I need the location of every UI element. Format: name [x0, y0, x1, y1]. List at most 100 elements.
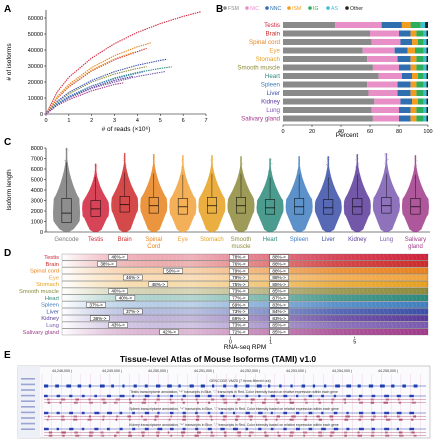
hatch-tick	[354, 302, 357, 308]
hatch-tick	[257, 308, 259, 315]
hatch-tick	[370, 302, 373, 308]
hatch-tick	[387, 281, 389, 287]
hatch-tick	[322, 308, 324, 315]
stacked-bar-segment	[426, 39, 428, 45]
hatch-tick	[61, 315, 64, 321]
hatch-tick	[216, 288, 218, 294]
exon-block	[119, 427, 123, 431]
hatch-tick	[143, 308, 145, 315]
exon-block	[384, 427, 390, 431]
exon-block	[61, 418, 65, 421]
outlier-dot	[209, 158, 211, 160]
outlier-dot	[297, 189, 299, 191]
exon-block	[245, 427, 249, 431]
outlier-dot	[93, 171, 95, 173]
outlier-dot	[68, 149, 69, 151]
hatch-tick	[379, 288, 381, 294]
exon-block	[333, 427, 339, 431]
stacked-bar-segment	[426, 64, 428, 71]
hatch-tick	[82, 295, 84, 301]
hatch-tick	[114, 329, 117, 335]
hatch-tick	[383, 329, 385, 335]
hatch-tick	[147, 315, 149, 321]
hatch-tick	[350, 329, 353, 335]
hatch-tick	[334, 288, 336, 294]
hatch-tick	[338, 302, 340, 308]
outlier-dot	[182, 156, 184, 158]
row-frame	[61, 294, 429, 302]
outlier-dot	[387, 170, 388, 172]
stacked-bar-segment	[367, 56, 398, 62]
tissue-label: Brain	[45, 262, 59, 268]
hatch-tick	[212, 322, 214, 328]
hatch-tick	[354, 322, 357, 328]
exon-block	[88, 401, 94, 404]
exon-block	[237, 398, 241, 401]
exon-block	[248, 434, 252, 437]
tissue-label: Stomach	[200, 237, 224, 243]
threshold-label: 79%->	[232, 275, 246, 280]
hatch-tick	[350, 254, 353, 260]
stacked-bar-segment	[420, 22, 426, 28]
hatch-tick	[82, 315, 84, 321]
hatch-tick	[423, 288, 426, 294]
hatch-tick	[204, 329, 206, 335]
hatch-tick	[171, 274, 174, 281]
genome-coordinate: 44,252,000 |	[240, 369, 260, 373]
hatch-tick	[143, 295, 145, 301]
outlier-dot	[241, 185, 243, 187]
exon-block	[290, 384, 293, 388]
exon-block	[169, 401, 175, 404]
hatch-tick	[322, 281, 324, 287]
hatch-tick	[354, 308, 357, 315]
stacked-bar-segment	[371, 39, 401, 45]
row-frame	[61, 281, 429, 288]
hatch-tick	[354, 281, 357, 287]
hatch-tick	[362, 329, 365, 335]
hatch-tick	[354, 288, 357, 294]
hatch-tick	[94, 268, 96, 274]
hatch-tick	[187, 295, 190, 301]
outlier-dot	[329, 157, 330, 159]
outlier-dot	[267, 173, 269, 175]
track-name-label	[21, 378, 35, 380]
threshold-label: 48%->	[152, 282, 166, 287]
hatch-tick	[191, 315, 194, 321]
exon-block	[346, 427, 350, 431]
exon-block	[69, 427, 74, 431]
exon-block	[391, 384, 395, 388]
exon-block	[335, 384, 340, 388]
exon-block	[329, 415, 334, 418]
threshold-label: 75%->	[232, 282, 246, 287]
hatch-tick	[147, 288, 149, 294]
hatch-tick	[118, 274, 121, 281]
outlier-dot	[415, 158, 416, 159]
stacked-bar-segment	[410, 64, 417, 71]
outlier-dot	[240, 180, 241, 182]
hatch-tick	[358, 274, 361, 281]
hatch-tick	[289, 288, 292, 294]
outlier-dot	[298, 173, 300, 174]
outlier-dot	[122, 187, 124, 189]
outlier-dot	[355, 175, 357, 177]
row-frame	[61, 287, 429, 295]
hatch-tick	[342, 308, 344, 315]
exon-block	[289, 401, 294, 404]
hatch-tick	[419, 329, 422, 335]
track-name-label	[21, 383, 35, 386]
hatch-tick	[61, 329, 64, 335]
hatch-tick	[346, 268, 349, 274]
hatch-tick	[74, 254, 76, 260]
hatch-tick	[106, 308, 109, 315]
hatch-tick	[338, 308, 340, 315]
hatch-tick	[90, 295, 92, 301]
exon-block	[195, 418, 200, 421]
stacked-bar-segment	[283, 64, 373, 71]
hatch-tick	[204, 295, 206, 301]
hatch-tick	[334, 322, 336, 328]
hatch-tick	[102, 281, 105, 287]
threshold-box	[269, 315, 289, 321]
hatch-tick	[252, 288, 255, 294]
outlier-dot	[270, 176, 272, 178]
tissue-label: Spleen	[290, 237, 309, 243]
